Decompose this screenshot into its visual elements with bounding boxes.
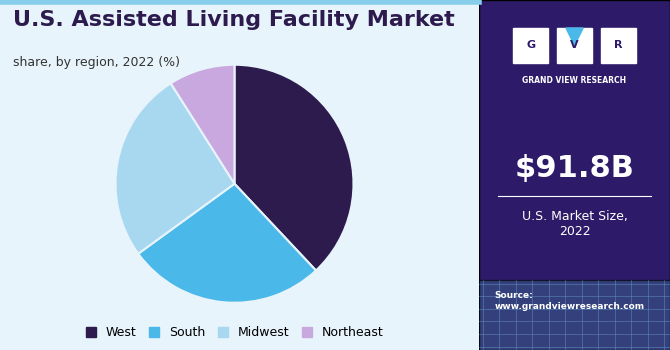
Text: $91.8B: $91.8B	[515, 154, 634, 182]
Text: R: R	[614, 41, 622, 50]
Text: GRAND VIEW RESEARCH: GRAND VIEW RESEARCH	[523, 76, 626, 85]
Text: Source:
www.grandviewresearch.com: Source: www.grandviewresearch.com	[494, 291, 645, 311]
Legend: West, South, Midwest, Northeast: West, South, Midwest, Northeast	[80, 321, 389, 344]
FancyBboxPatch shape	[557, 28, 592, 63]
FancyBboxPatch shape	[601, 28, 636, 63]
Polygon shape	[566, 28, 583, 46]
FancyBboxPatch shape	[479, 280, 670, 350]
Text: U.S. Assisted Living Facility Market: U.S. Assisted Living Facility Market	[13, 10, 455, 30]
Wedge shape	[234, 65, 354, 271]
Wedge shape	[171, 65, 234, 184]
Text: U.S. Market Size,
2022: U.S. Market Size, 2022	[521, 210, 628, 238]
FancyBboxPatch shape	[513, 28, 548, 63]
Text: G: G	[526, 41, 535, 50]
Text: share, by region, 2022 (%): share, by region, 2022 (%)	[13, 56, 180, 69]
Wedge shape	[138, 184, 316, 303]
FancyBboxPatch shape	[479, 0, 670, 350]
Wedge shape	[115, 83, 234, 254]
Text: V: V	[570, 41, 579, 50]
